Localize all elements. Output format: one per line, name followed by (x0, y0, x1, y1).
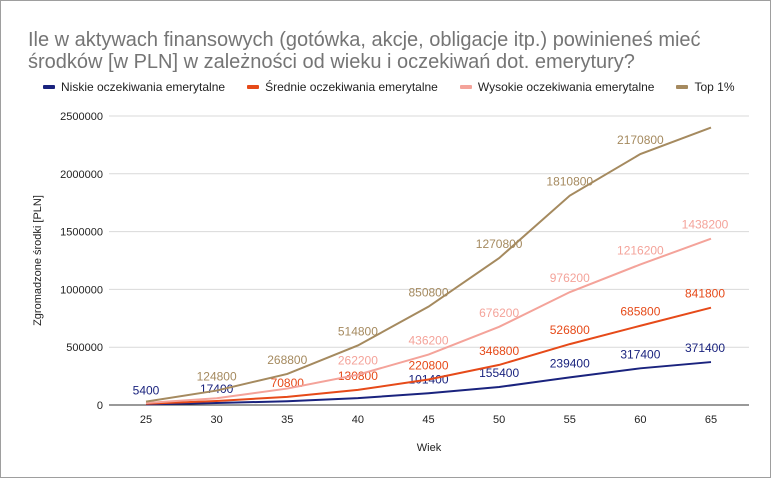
data-label: 317400 (620, 347, 660, 361)
data-label: 514800 (338, 324, 378, 338)
data-label: 262200 (338, 354, 378, 368)
series-line-1 (145, 306, 712, 405)
x-tick-label: 45 (422, 414, 434, 426)
legend-swatch (43, 85, 55, 89)
x-tick-label: 25 (140, 414, 152, 426)
y-tick-label: 2500000 (60, 111, 103, 123)
legend-item[interactable]: Wysokie oczekiwania emerytalne (459, 80, 655, 94)
legend-label: Wysokie oczekiwania emerytalne (477, 80, 655, 94)
data-label: 1270800 (476, 237, 523, 251)
y-tick-label: 2000000 (60, 169, 103, 181)
x-tick-label: 60 (634, 414, 646, 426)
data-label: 155400 (479, 366, 519, 380)
y-axis-label: Zgromadzone środki [PLN] (32, 195, 44, 326)
legend-item[interactable]: Niskie oczekiwania emerytalne (43, 80, 225, 94)
legend-item[interactable]: Średnie oczekiwania emerytalne (247, 80, 438, 94)
data-label: 346800 (479, 344, 519, 358)
data-label: 1438200 (682, 218, 729, 232)
data-label: 17400 (200, 382, 234, 396)
x-tick-label: 40 (352, 414, 364, 426)
series-line-0 (145, 361, 712, 406)
y-tick-label: 0 (97, 400, 103, 412)
legend-item[interactable]: Top 1% (676, 80, 735, 94)
y-tick-label: 500000 (66, 342, 103, 354)
data-label: 124800 (197, 370, 237, 384)
series-line-2 (145, 237, 712, 405)
y-tick-label: 1000000 (60, 284, 103, 296)
data-label: 526800 (550, 323, 590, 337)
legend-label: Średnie oczekiwania emerytalne (265, 80, 438, 94)
data-label: 1216200 (617, 243, 664, 257)
data-label: 841800 (685, 287, 725, 301)
data-label: 5400 (133, 383, 160, 397)
x-tick-label: 50 (493, 414, 505, 426)
x-tick-label: 55 (564, 414, 576, 426)
data-label: 268800 (267, 353, 307, 367)
data-label: 220800 (408, 358, 448, 372)
data-label: 436200 (408, 334, 448, 348)
data-label: 685800 (620, 305, 660, 319)
x-tick-label: 65 (705, 414, 717, 426)
data-label: 676200 (479, 306, 519, 320)
data-label: 1810800 (546, 175, 593, 189)
series-line-3 (145, 126, 712, 403)
x-axis-label: Wiek (417, 442, 442, 454)
x-tick-label: 30 (211, 414, 223, 426)
y-tick-label: 1500000 (60, 227, 103, 239)
legend-swatch (676, 85, 689, 89)
x-tick-label: 35 (281, 414, 293, 426)
legend-label: Top 1% (694, 80, 735, 94)
data-label: 976200 (550, 271, 590, 285)
chart-title: Ile w aktywach finansowych (gotówka, akc… (28, 29, 701, 73)
legend-label: Niskie oczekiwania emerytalne (61, 80, 226, 94)
legend-swatch (247, 85, 260, 89)
legend: Niskie oczekiwania emerytalne Średnie oc… (43, 80, 735, 94)
data-label: 2170800 (617, 133, 664, 147)
data-label: 850800 (408, 286, 448, 300)
legend-swatch (459, 85, 472, 89)
data-label: 371400 (685, 341, 725, 355)
data-label: 239400 (550, 356, 590, 370)
